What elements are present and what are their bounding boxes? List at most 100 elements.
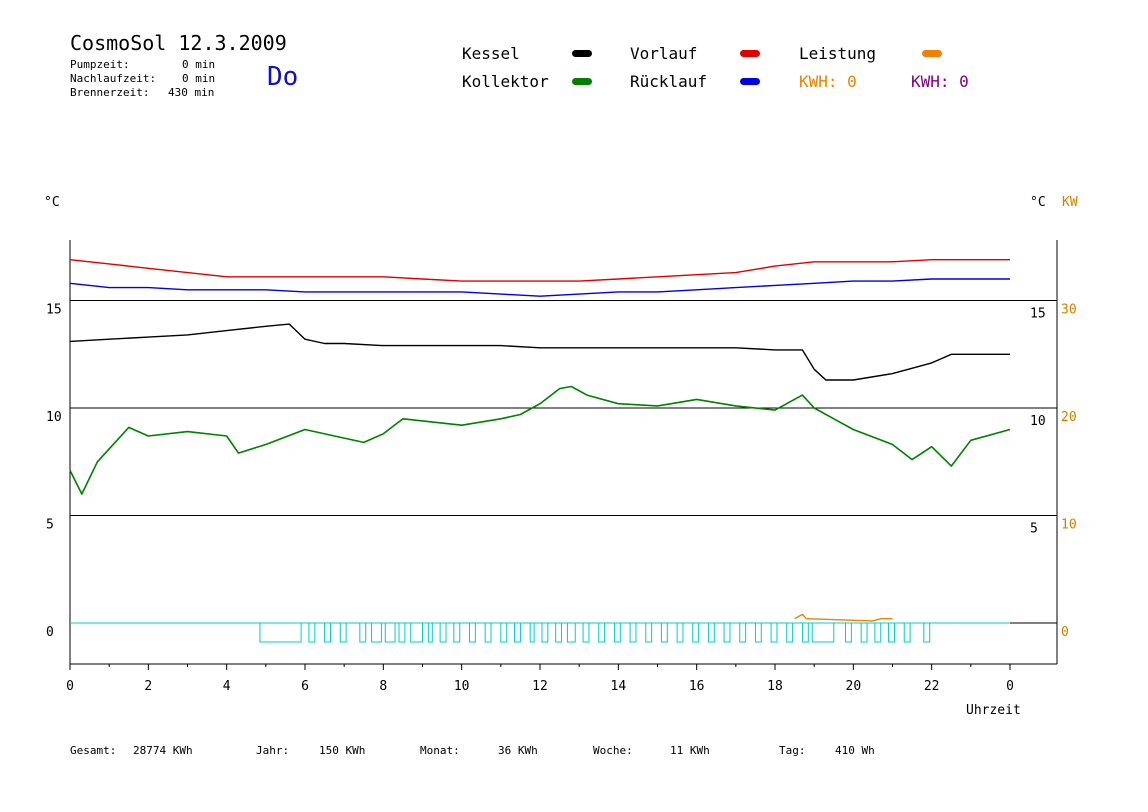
y-right-kw-tick-label: 0 bbox=[1061, 625, 1069, 640]
pump-pulse bbox=[692, 622, 700, 643]
y-right-c-tick-label: 15 bbox=[1030, 307, 1046, 322]
y-right-c-tick-label: 10 bbox=[1030, 414, 1046, 429]
pump-pulse bbox=[371, 622, 382, 643]
pump-pulse bbox=[359, 622, 367, 643]
chart-marks bbox=[69, 259, 1011, 643]
pump-pulse bbox=[541, 622, 549, 643]
right-axis-unit-c: °C bbox=[1030, 195, 1046, 210]
series-line-kessel bbox=[69, 323, 1010, 381]
pump-pulse bbox=[888, 622, 895, 643]
pump-pulse bbox=[308, 622, 316, 643]
x-tick-label: 16 bbox=[689, 679, 705, 694]
y-left-tick-label: 5 bbox=[46, 518, 54, 533]
x-tick-label: 2 bbox=[144, 679, 152, 694]
y-right-kw-tick-label: 10 bbox=[1061, 518, 1077, 533]
footer-woche-label: Woche: bbox=[593, 744, 633, 757]
pump-pulse bbox=[339, 622, 347, 643]
pump-pulse bbox=[874, 622, 882, 643]
pump-pulse bbox=[786, 622, 794, 643]
chart-grid bbox=[69, 240, 1058, 670]
stat-nachlaufzeit-value: 0 min bbox=[182, 72, 216, 85]
footer-monat-value: 36 KWh bbox=[498, 744, 538, 757]
stat-nachlaufzeit-label: Nachlaufzeit: bbox=[70, 72, 157, 85]
footer-gesamt-value: 28774 KWh bbox=[133, 744, 193, 757]
pump-pulse bbox=[529, 622, 535, 643]
x-tick-label: 10 bbox=[454, 679, 470, 694]
legend-kollektor-label: Kollektor bbox=[462, 72, 549, 91]
pump-pulse bbox=[660, 622, 668, 643]
legend-ruecklauf-swatch bbox=[740, 78, 760, 85]
y-left-tick-label: 10 bbox=[46, 410, 62, 425]
pump-pulse bbox=[439, 622, 447, 643]
footer-jahr-label: Jahr: bbox=[256, 744, 290, 757]
pump-pulse bbox=[754, 622, 762, 643]
x-tick-label: 0 bbox=[1006, 679, 1014, 694]
x-tick-label: 18 bbox=[767, 679, 783, 694]
pump-pulse bbox=[770, 622, 778, 643]
footer-jahr-value: 150 KWh bbox=[319, 744, 366, 757]
pump-pulse bbox=[676, 622, 684, 643]
pump-pulse bbox=[860, 622, 868, 643]
x-tick-label: 14 bbox=[611, 679, 627, 694]
pump-pulse bbox=[801, 622, 809, 643]
legend-vorlauf-label: Vorlauf bbox=[630, 44, 698, 63]
pump-pulse bbox=[469, 622, 476, 643]
chart-title: CosmoSol 12.3.2009 bbox=[70, 31, 287, 55]
x-tick-label: 4 bbox=[223, 679, 231, 694]
pump-pulse bbox=[582, 622, 590, 643]
x-axis-label: Uhrzeit bbox=[966, 703, 1021, 718]
chart-tick-labels: 0 5 10 15 5 10 15 0 10 20 30 0 2 4 6 8 10 12 14 16 18 20 22 0 bbox=[46, 303, 1077, 695]
legend-kwh-orange: KWH: 0 bbox=[799, 72, 857, 91]
pump-pulse bbox=[555, 622, 563, 643]
x-tick-label: 20 bbox=[846, 679, 862, 694]
footer-tag-value: 410 Wh bbox=[835, 744, 875, 757]
pump-pulse bbox=[453, 622, 461, 643]
x-tick-label: 8 bbox=[379, 679, 387, 694]
series-line-kollektor bbox=[69, 385, 1011, 495]
legend-kwh-purple: KWH: 0 bbox=[911, 72, 969, 91]
x-tick-label: 12 bbox=[532, 679, 548, 694]
x-tick-label: 6 bbox=[301, 679, 309, 694]
pump-pulse bbox=[739, 622, 747, 643]
right-axis-unit-kw: KW bbox=[1062, 195, 1078, 210]
legend-leistung-label: Leistung bbox=[799, 44, 877, 63]
stat-brennerzeit-label: Brennerzeit: bbox=[70, 86, 150, 99]
legend-ruecklauf-label: Rücklauf bbox=[630, 72, 708, 91]
pump-pulse bbox=[398, 622, 406, 643]
legend-vorlauf-swatch bbox=[740, 50, 760, 57]
pump-pulse bbox=[645, 622, 653, 643]
series-line-rcklauf bbox=[69, 278, 1010, 297]
footer-woche-value: 11 KWh bbox=[670, 744, 710, 757]
y-right-kw-tick-label: 20 bbox=[1061, 410, 1077, 425]
legend-kessel-swatch bbox=[572, 50, 592, 57]
pump-pulse bbox=[845, 622, 852, 643]
stat-pumpzeit-value: 0 min bbox=[182, 58, 216, 71]
pump-pulse bbox=[629, 622, 637, 643]
pump-pulse bbox=[259, 622, 302, 643]
stat-brennerzeit-value: 430 min bbox=[168, 86, 215, 99]
pump-pulse bbox=[923, 622, 931, 643]
pump-pulse bbox=[598, 622, 606, 643]
series-line-vorlauf bbox=[69, 259, 1010, 282]
stat-pumpzeit-label: Pumpzeit: bbox=[70, 58, 130, 71]
pump-pulse bbox=[514, 622, 521, 643]
x-tick-label: 0 bbox=[66, 679, 74, 694]
pump-pulse bbox=[707, 622, 715, 643]
pump-pulse bbox=[324, 622, 331, 643]
pump-pulse bbox=[566, 622, 576, 643]
footer-tag-label: Tag: bbox=[779, 744, 806, 757]
pump-pulse bbox=[410, 622, 423, 643]
series-line-leistung bbox=[794, 613, 893, 622]
pump-pulse bbox=[500, 622, 508, 643]
legend-kollektor-swatch bbox=[572, 78, 592, 85]
pump-pulse bbox=[427, 622, 433, 643]
y-right-kw-tick-label: 30 bbox=[1061, 303, 1077, 318]
legend-kessel-label: Kessel bbox=[462, 44, 520, 63]
x-tick-label: 22 bbox=[924, 679, 940, 694]
y-right-c-tick-label: 5 bbox=[1030, 522, 1038, 537]
y-left-tick-label: 15 bbox=[46, 303, 62, 318]
pump-pulse bbox=[384, 622, 396, 643]
legend-leistung-swatch bbox=[922, 50, 942, 57]
weekday-label: Do bbox=[267, 62, 299, 92]
